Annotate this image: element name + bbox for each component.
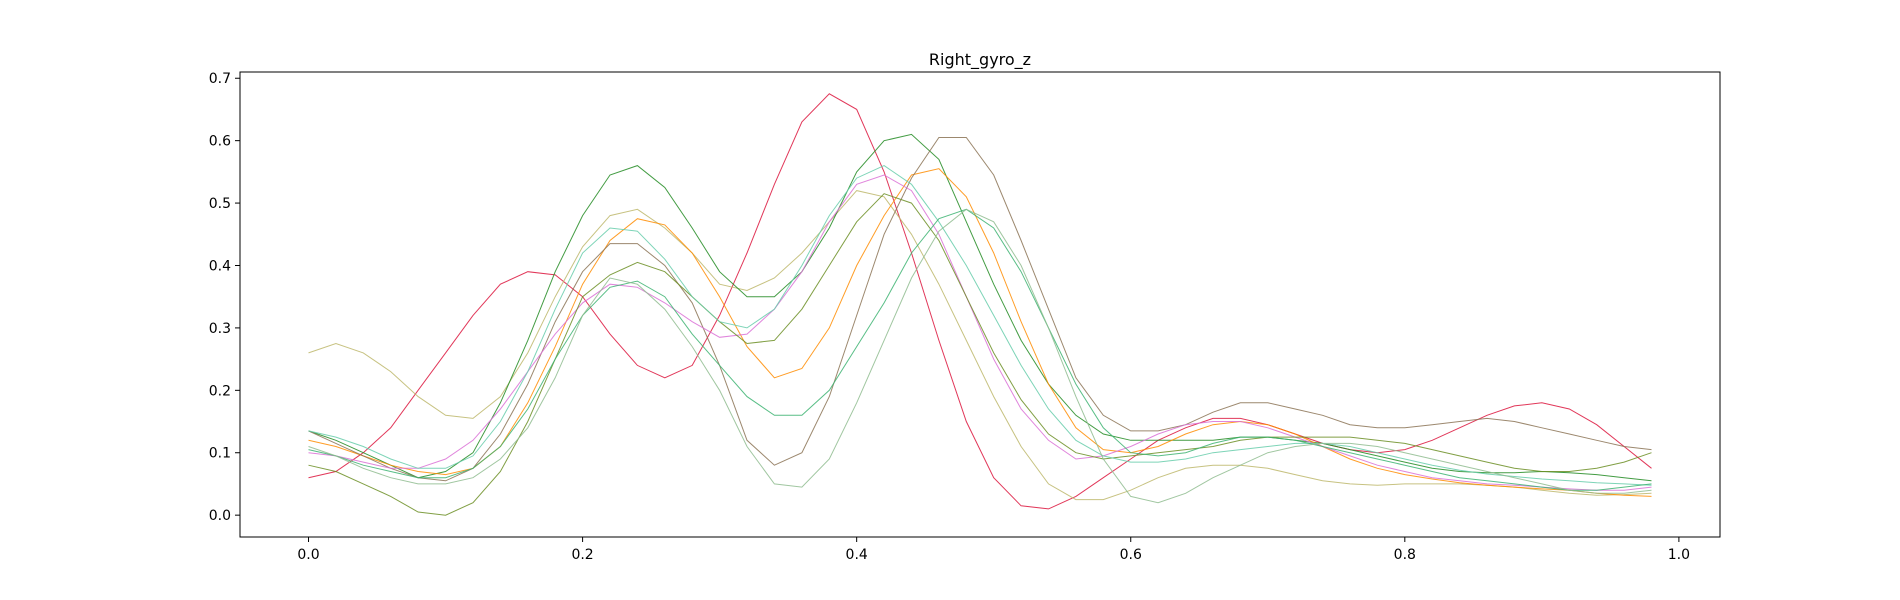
series-line-6 [308, 174, 1652, 491]
y-tick-label: 0.2 [209, 383, 231, 399]
plot-frame [239, 71, 1721, 538]
y-tick-label: 0.4 [209, 258, 231, 274]
x-tick-label: 1.0 [1668, 547, 1690, 563]
plot-lines [308, 93, 1652, 516]
series-line-3 [308, 133, 1652, 482]
y-tick-label: 0.0 [209, 508, 231, 524]
chart-title: Right_gyro_z [929, 50, 1031, 70]
x-tick-label: 0.6 [1120, 547, 1142, 563]
x-tick-label: 0.4 [846, 547, 868, 563]
y-tick-label: 0.3 [209, 321, 231, 337]
y-axis: 0.0 0.1 0.2 0.3 0.4 0.5 0.6 0.7 [209, 71, 240, 524]
series-line-7 [308, 193, 1652, 516]
y-tick-label: 0.1 [209, 446, 231, 462]
series-line-5 [308, 137, 1652, 482]
y-tick-label: 0.7 [209, 71, 231, 87]
series-line-10 [308, 208, 1652, 504]
x-tick-label: 0.8 [1394, 547, 1416, 563]
series-line-8 [308, 165, 1652, 486]
y-tick-label: 0.5 [209, 196, 231, 212]
x-tick-label: 0.2 [571, 547, 593, 563]
series-line-2 [308, 190, 1652, 501]
x-axis: 0.0 0.2 0.4 0.6 0.8 1.0 [297, 537, 1690, 563]
y-tick-label: 0.6 [209, 134, 231, 150]
series-line-1 [308, 93, 1652, 510]
series-line-9 [308, 208, 1652, 491]
series-line-4 [308, 168, 1652, 497]
x-tick-label: 0.0 [297, 547, 319, 563]
